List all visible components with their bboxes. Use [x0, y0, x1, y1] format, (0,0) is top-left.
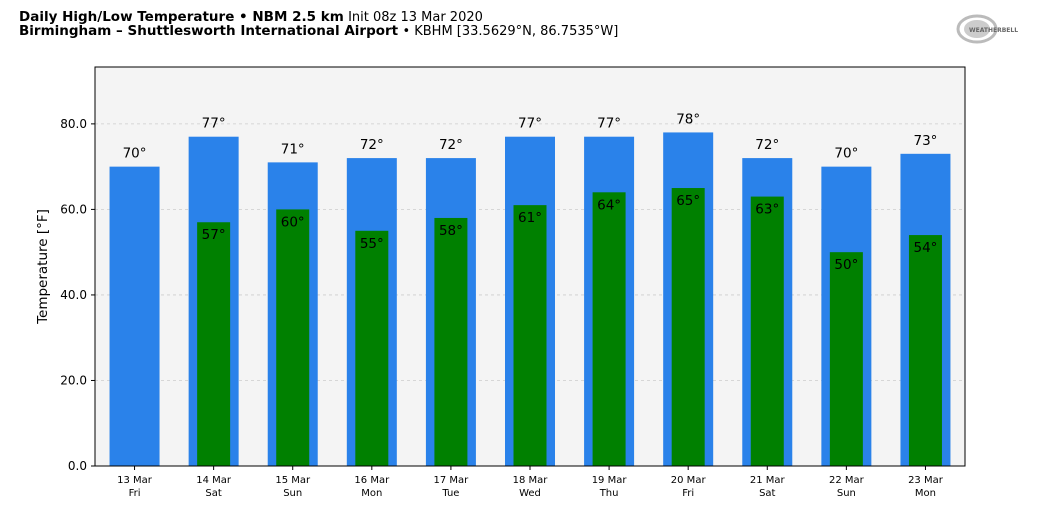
chart-title: Daily High/Low Temperature • NBM 2.5 km …: [19, 9, 483, 25]
high-label: 72°: [439, 137, 463, 153]
low-label: 54°: [913, 240, 937, 256]
x-tick-label: 19 Mar: [592, 475, 628, 486]
high-label: 77°: [597, 116, 621, 132]
low-bar: [355, 230, 389, 466]
low-bar: [829, 252, 863, 466]
y-tick-label: 60.0: [60, 202, 87, 216]
x-tick-weekday: Fri: [682, 488, 694, 499]
x-tick-label: 13 Mar: [117, 475, 153, 486]
high-bar: [900, 153, 951, 466]
low-bar: [671, 188, 705, 466]
low-label: 57°: [202, 227, 226, 243]
low-label: 55°: [360, 236, 384, 252]
high-bar: [425, 158, 476, 466]
high-label: 73°: [913, 133, 937, 149]
high-bar: [346, 158, 397, 466]
high-bar: [267, 162, 318, 466]
x-tick-weekday: Thu: [599, 488, 619, 499]
high-bar: [505, 136, 555, 466]
x-tick-weekday: Sat: [759, 488, 775, 499]
low-bar: [434, 217, 468, 466]
low-bar: [750, 196, 784, 466]
x-tick-weekday: Sun: [837, 488, 856, 499]
low-label: 63°: [755, 202, 779, 218]
plot-area: [95, 67, 965, 466]
x-tick-label: 23 Mar: [908, 475, 944, 486]
high-label: 70°: [123, 146, 147, 162]
high-bar: [109, 166, 160, 467]
x-tick-label: 15 Mar: [275, 475, 311, 486]
x-tick-label: 21 Mar: [750, 475, 786, 486]
high-bar: [663, 132, 714, 467]
low-label: 58°: [439, 223, 463, 239]
y-axis-label: Temperature [°F]: [35, 209, 51, 325]
x-tick-weekday: Fri: [129, 488, 141, 499]
x-tick-label: 18 Mar: [513, 475, 549, 486]
x-tick-weekday: Mon: [915, 488, 936, 499]
low-bar: [276, 209, 310, 466]
high-label: 78°: [676, 111, 700, 127]
x-tick-label: 17 Mar: [434, 475, 470, 486]
init-time: Init 08z 13 Mar 2020: [348, 10, 483, 25]
low-bar: [592, 192, 626, 466]
x-tick-label: 14 Mar: [196, 475, 232, 486]
low-label: 60°: [281, 214, 305, 230]
low-label: 65°: [676, 193, 700, 209]
svg-text:WEATHERBELL: WEATHERBELL: [969, 27, 1018, 34]
low-bar: [513, 205, 547, 466]
low-label: 61°: [518, 210, 542, 226]
high-bar: [584, 136, 635, 466]
weatherbell-logo: WEATHERBELL: [956, 14, 1018, 44]
high-label: 70°: [834, 146, 858, 162]
x-tick-weekday: Tue: [441, 488, 459, 499]
station-title: Birmingham – Shuttlesworth International…: [19, 23, 619, 39]
high-bar: [742, 158, 793, 466]
y-tick-label: 20.0: [60, 373, 87, 387]
high-label: 71°: [281, 141, 305, 157]
station-info: • KBHM [33.5629°N, 86.7535°W]: [402, 24, 619, 39]
low-bar: [908, 235, 942, 466]
x-tick-weekday: Mon: [361, 488, 382, 499]
x-tick-label: 22 Mar: [829, 475, 865, 486]
high-label: 72°: [360, 137, 384, 153]
x-tick-label: 20 Mar: [671, 475, 707, 486]
low-label: 64°: [597, 197, 621, 213]
x-tick-label: 16 Mar: [354, 475, 390, 486]
y-tick-label: 40.0: [60, 288, 87, 302]
high-label: 77°: [202, 116, 226, 132]
low-label: 50°: [834, 257, 858, 273]
x-tick-weekday: Sat: [205, 488, 221, 499]
x-tick-weekday: Sun: [283, 488, 302, 499]
plot-frame: [94, 66, 966, 467]
y-tick-label: 0.0: [68, 459, 87, 473]
high-bar: [821, 166, 872, 467]
x-tick-weekday: Wed: [519, 488, 541, 499]
high-label: 77°: [518, 116, 542, 132]
high-label: 72°: [755, 137, 779, 153]
low-bar: [197, 222, 231, 466]
y-tick-label: 80.0: [60, 117, 87, 131]
high-bar: [188, 136, 239, 466]
